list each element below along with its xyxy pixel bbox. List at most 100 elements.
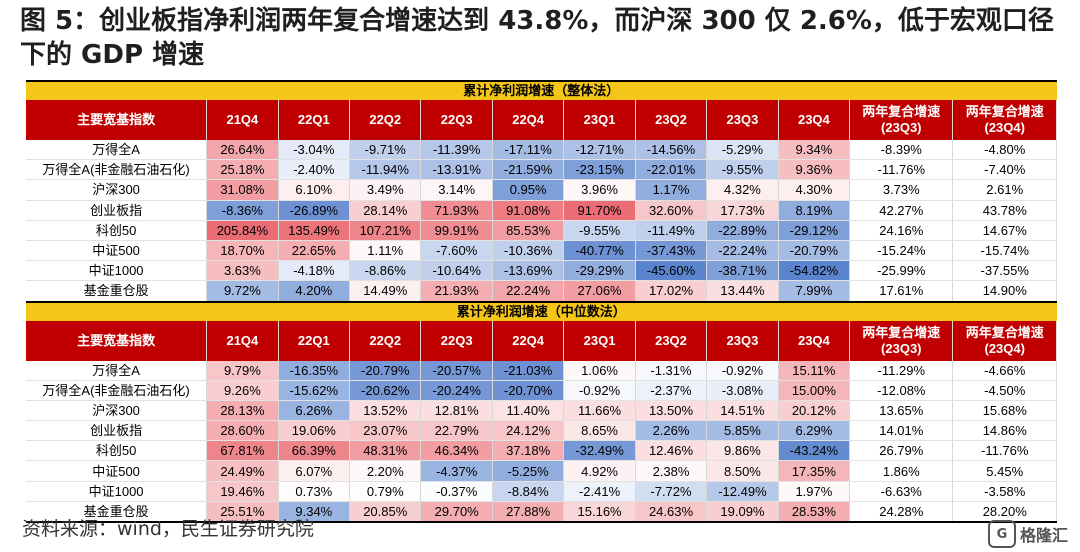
value-cell: -3.04% <box>278 140 351 161</box>
value-cell: 12.81% <box>420 400 493 422</box>
value-cell: 28.14% <box>349 200 422 221</box>
value-cell: -12.08% <box>849 380 954 401</box>
value-cell: -0.37% <box>420 481 493 502</box>
value-cell: 14.51% <box>706 400 779 422</box>
value-cell: 3.96% <box>563 179 636 201</box>
table-row: 万得全A(非金融石油石化) 9.26% -15.62% -20.62% -20.24% -… <box>26 380 1057 401</box>
value-cell: -12.49% <box>706 481 779 502</box>
index-name-cell: 沪深300 <box>26 400 208 422</box>
table-row: 沪深300 28.13% 6.26% 13.52% 12.81% 11.40% 11.66%… <box>26 400 1057 422</box>
table-row: 中证500 24.49% 6.07% 2.20% -4.37% -5.25% 4.92% 2.… <box>26 460 1057 482</box>
value-cell: -8.84% <box>492 481 565 502</box>
value-cell: -20.24% <box>420 380 493 401</box>
value-cell: 0.79% <box>349 481 422 502</box>
index-name-cell: 中证500 <box>26 240 208 262</box>
value-cell: 32.60% <box>635 200 708 221</box>
value-cell: 99.91% <box>420 220 493 241</box>
value-cell: 0.95% <box>492 179 565 201</box>
value-cell: 3.49% <box>349 179 422 201</box>
index-column-header: 主要宽基指数 <box>26 320 208 361</box>
value-cell: 22.65% <box>278 240 351 262</box>
source-note: 资料来源：wind，民生证券研究院 <box>22 518 314 540</box>
value-cell: 20.12% <box>778 400 851 422</box>
period-column-header: 22Q3 <box>420 320 493 361</box>
value-cell: -16.35% <box>278 360 351 381</box>
value-cell: -8.36% <box>206 200 279 221</box>
value-cell: -2.37% <box>635 380 708 401</box>
value-cell: 15.11% <box>778 360 851 381</box>
value-cell: 1.11% <box>349 240 422 262</box>
value-cell: 22.79% <box>420 420 493 442</box>
table-row: 科创50 67.81% 66.39% 48.31% 46.34% 37.18% -32.49… <box>26 440 1057 462</box>
value-cell: 1.06% <box>563 360 636 381</box>
index-name-cell: 万得全A(非金融石油石化) <box>26 159 208 181</box>
value-cell: 67.81% <box>206 440 279 462</box>
period-column-header: 23Q4 <box>778 320 851 361</box>
period-column-header: 两年复合增速 (23Q4) <box>952 100 1057 140</box>
value-cell: 28.20% <box>952 501 1057 523</box>
value-cell: -22.89% <box>706 220 779 241</box>
table-row: 中证500 18.70% 22.65% 1.11% -7.60% -10.36% -40.7… <box>26 240 1057 262</box>
value-cell: 6.26% <box>278 400 351 422</box>
value-cell: 13.65% <box>849 400 954 422</box>
value-cell: 9.34% <box>278 501 351 523</box>
value-cell: 13.50% <box>635 400 708 422</box>
value-cell: 48.31% <box>349 440 422 462</box>
table-row: 基金重仓股 25.51% 9.34% 20.85% 29.70% 27.88% 15.16%… <box>26 501 1057 523</box>
table-row: 万得全A 9.79% -16.35% -20.79% -20.57% -21.03% 1.0… <box>26 360 1057 381</box>
value-cell: -9.55% <box>563 220 636 241</box>
value-cell: 24.63% <box>635 501 708 523</box>
value-cell: -43.24% <box>778 440 851 462</box>
index-name-cell: 创业板指 <box>26 200 208 221</box>
index-name-cell: 万得全A <box>26 360 208 381</box>
period-column-header: 23Q2 <box>635 320 708 361</box>
value-cell: 25.51% <box>206 501 279 523</box>
value-cell: -8.39% <box>849 140 954 161</box>
watermark-text: 格隆汇 <box>1019 526 1068 545</box>
value-cell: 19.46% <box>206 481 279 502</box>
value-cell: 8.19% <box>778 200 851 221</box>
section-title-row: 累计净利润增速（整体法） <box>26 80 1057 100</box>
value-cell: 9.79% <box>206 360 279 381</box>
value-cell: -17.11% <box>492 140 565 161</box>
period-column-header: 23Q4 <box>778 100 851 140</box>
value-cell: 14.90% <box>952 280 1057 302</box>
value-cell: 28.53% <box>778 501 851 523</box>
value-cell: 24.12% <box>492 420 565 442</box>
value-cell: -29.29% <box>563 260 636 282</box>
value-cell: 24.16% <box>849 220 954 241</box>
index-name-cell: 万得全A <box>26 140 208 161</box>
value-cell: -4.66% <box>952 360 1057 381</box>
value-cell: -2.40% <box>278 159 351 181</box>
value-cell: 37.18% <box>492 440 565 462</box>
period-column-header: 23Q3 <box>706 320 779 361</box>
value-cell: 91.08% <box>492 200 565 221</box>
value-cell: 26.79% <box>849 440 954 462</box>
value-cell: -2.41% <box>563 481 636 502</box>
value-cell: -37.55% <box>952 260 1057 282</box>
period-column-header: 23Q1 <box>563 100 636 140</box>
value-cell: 23.07% <box>349 420 422 442</box>
value-cell: 6.29% <box>778 420 851 442</box>
section-title-row: 累计净利润增速（中位数法） <box>26 300 1057 321</box>
value-cell: -15.24% <box>849 240 954 262</box>
value-cell: 135.49% <box>278 220 351 241</box>
value-cell: -12.71% <box>563 140 636 161</box>
value-cell: 205.84% <box>206 220 279 241</box>
period-column-header: 23Q3 <box>706 100 779 140</box>
value-cell: 11.40% <box>492 400 565 422</box>
period-column-header: 两年复合增速 (23Q3) <box>849 100 954 140</box>
index-name-cell: 科创50 <box>26 220 208 241</box>
index-name-cell: 万得全A(非金融石油石化) <box>26 380 208 401</box>
value-cell: -20.57% <box>420 360 493 381</box>
value-cell: -1.31% <box>635 360 708 381</box>
value-cell: -21.03% <box>492 360 565 381</box>
value-cell: 11.66% <box>563 400 636 422</box>
value-cell: 13.44% <box>706 280 779 302</box>
table-row: 万得全A(非金融石油石化) 25.18% -2.40% -11.94% -13.91% -… <box>26 159 1057 181</box>
period-column-header: 22Q2 <box>349 320 422 361</box>
period-column-header: 22Q3 <box>420 100 493 140</box>
header-row: 主要宽基指数 21Q4 22Q1 22Q2 22Q3 22Q4 23Q1 23Q2 23Q3 23… <box>26 320 1057 361</box>
value-cell: -11.49% <box>635 220 708 241</box>
value-cell: -20.79% <box>778 240 851 262</box>
